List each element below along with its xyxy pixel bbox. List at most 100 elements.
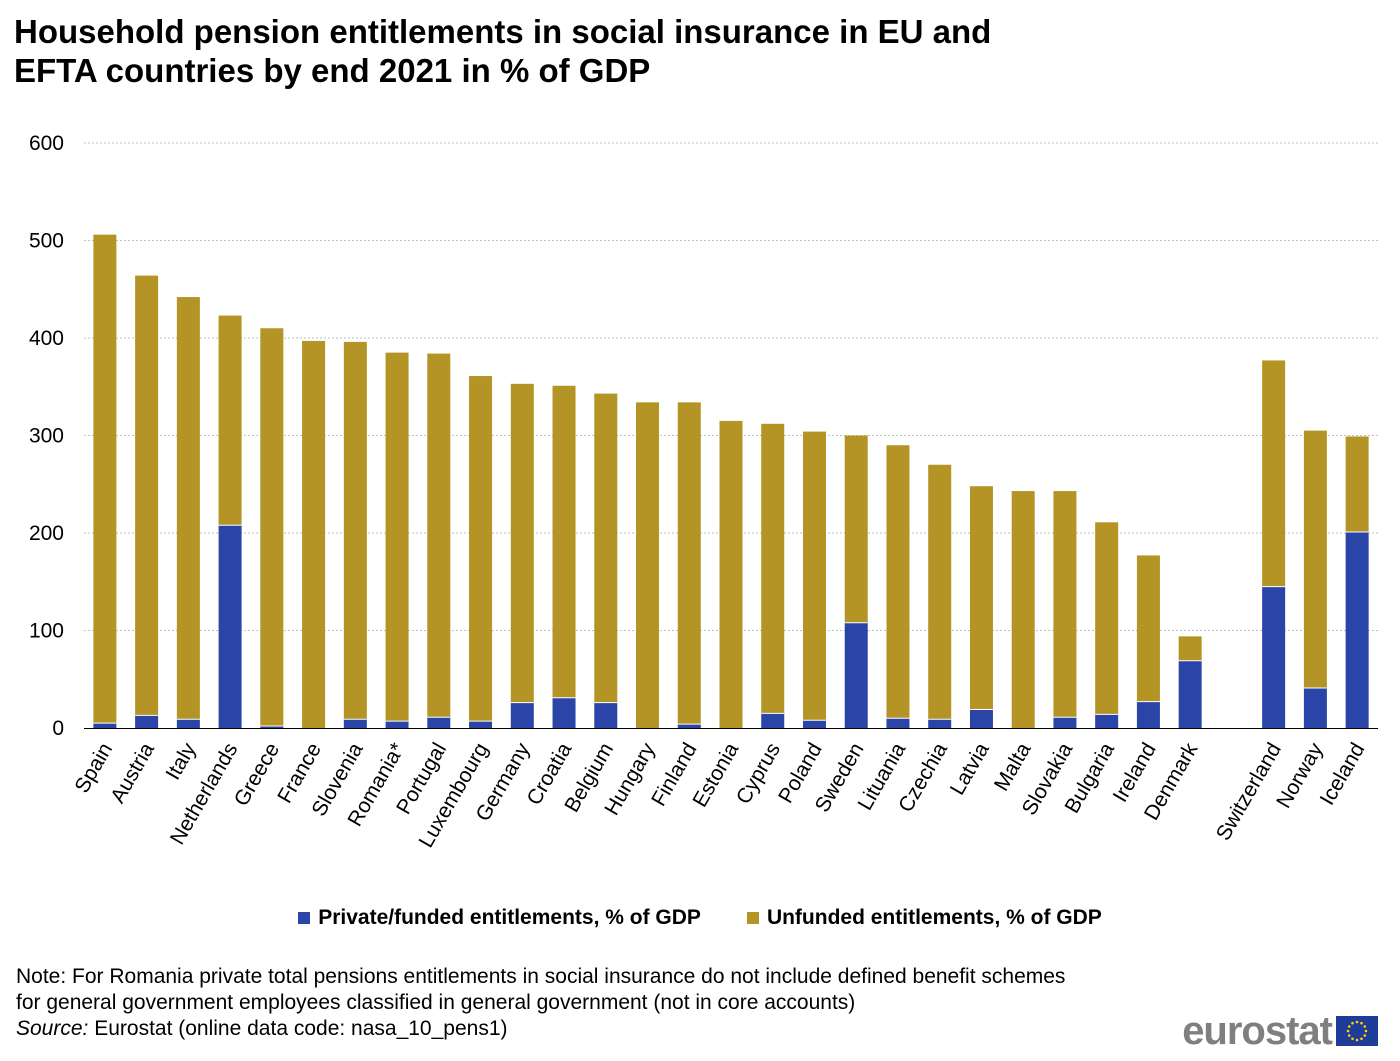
bar-private bbox=[928, 719, 952, 728]
bar-private bbox=[886, 718, 910, 728]
bar-private bbox=[176, 719, 200, 728]
bar-private bbox=[1178, 660, 1202, 728]
flag-star bbox=[1351, 1037, 1354, 1041]
bar-unfunded bbox=[135, 275, 159, 716]
bar-unfunded bbox=[469, 376, 493, 722]
flag-star bbox=[1347, 1025, 1351, 1028]
bar-private bbox=[594, 702, 618, 728]
flag-star bbox=[1360, 1021, 1363, 1025]
legend-label-private: Private/funded entitlements, % of GDP bbox=[318, 906, 701, 929]
chart-title-line-1: Household pension entitlements in social… bbox=[14, 13, 992, 50]
bar-unfunded bbox=[1011, 491, 1035, 728]
bar-unfunded bbox=[1053, 491, 1077, 718]
note-line-2: for general government employees classif… bbox=[16, 991, 856, 1014]
y-tick-label: 400 bbox=[29, 327, 64, 350]
flag-star bbox=[1360, 1037, 1363, 1041]
bar-private bbox=[343, 719, 367, 728]
bar-unfunded bbox=[677, 402, 701, 725]
legend-swatch-private bbox=[298, 912, 311, 924]
x-tick-label: Italy bbox=[162, 739, 201, 784]
source-line: Source: Eurostat (online data code: nasa… bbox=[16, 1016, 1065, 1042]
flag-star bbox=[1363, 1025, 1367, 1028]
bar-private bbox=[1345, 532, 1369, 728]
note-line-1: Note: For Romania private total pensions… bbox=[16, 965, 1066, 988]
bar-private bbox=[427, 717, 451, 728]
eu-flag-icon bbox=[1336, 1016, 1378, 1046]
eurostat-logo: eurostat bbox=[1182, 1011, 1378, 1051]
flag-star bbox=[1351, 1021, 1354, 1025]
bar-private bbox=[1303, 688, 1327, 728]
bar-private bbox=[260, 726, 284, 728]
bar-unfunded bbox=[510, 383, 534, 703]
legend-item-unfunded: Unfunded entitlements, % of GDP bbox=[746, 906, 1102, 930]
bar-private bbox=[802, 720, 826, 728]
bar-unfunded bbox=[844, 435, 868, 623]
flag-star bbox=[1364, 1029, 1368, 1033]
bar-unfunded bbox=[302, 340, 326, 728]
bar-private bbox=[385, 721, 409, 728]
bar-unfunded bbox=[218, 315, 242, 526]
bar-unfunded bbox=[886, 445, 910, 719]
bar-unfunded bbox=[343, 341, 367, 720]
bar-private bbox=[135, 715, 159, 728]
flag-star bbox=[1355, 1038, 1359, 1042]
y-tick-label: 600 bbox=[29, 132, 64, 155]
chart-title-line-2: EFTA countries by end 2021 in % of GDP bbox=[14, 52, 651, 89]
footnote: Note: For Romania private total pensions… bbox=[16, 964, 1065, 1042]
flag-star bbox=[1347, 1034, 1351, 1037]
legend-item-private: Private/funded entitlements, % of GDP bbox=[298, 906, 701, 930]
y-tick-label: 0 bbox=[52, 717, 64, 740]
bar-unfunded bbox=[719, 420, 743, 728]
bar-private bbox=[93, 723, 117, 728]
source-label: Source: bbox=[16, 1017, 89, 1040]
bar-unfunded bbox=[427, 353, 451, 718]
bar-private bbox=[1262, 586, 1286, 728]
bar-unfunded bbox=[594, 393, 618, 703]
bar-unfunded bbox=[1303, 430, 1327, 689]
bar-unfunded bbox=[928, 464, 952, 720]
chart-title: Household pension entitlements in social… bbox=[14, 12, 1214, 90]
bar-private bbox=[1053, 717, 1077, 728]
bar-private bbox=[761, 713, 785, 728]
bar-unfunded bbox=[385, 352, 409, 722]
x-tick-label: Switzerland bbox=[1212, 739, 1286, 845]
flag-star bbox=[1363, 1034, 1367, 1037]
bar-private bbox=[218, 525, 242, 728]
bar-private bbox=[510, 702, 534, 728]
bar-private bbox=[844, 622, 868, 728]
y-tick-label: 200 bbox=[29, 522, 64, 545]
legend-swatch-unfunded bbox=[746, 912, 759, 924]
bar-private bbox=[969, 709, 993, 728]
bar-unfunded bbox=[802, 431, 826, 721]
bar-private bbox=[469, 721, 493, 728]
bar-unfunded bbox=[636, 402, 660, 728]
bar-unfunded bbox=[761, 423, 785, 714]
bar-unfunded bbox=[1345, 436, 1369, 533]
bar-unfunded bbox=[1262, 360, 1286, 587]
bars bbox=[93, 234, 1369, 728]
legend-label-unfunded: Unfunded entitlements, % of GDP bbox=[766, 906, 1102, 929]
bar-unfunded bbox=[260, 328, 284, 727]
bar-private bbox=[677, 724, 701, 728]
eurostat-logo-text: eurostat bbox=[1182, 1009, 1333, 1053]
flag-star bbox=[1346, 1029, 1350, 1033]
bar-unfunded bbox=[176, 297, 200, 720]
bar-unfunded bbox=[969, 486, 993, 710]
x-tick-label: Latvia bbox=[946, 739, 994, 799]
bar-unfunded bbox=[1178, 636, 1202, 661]
bar-unfunded bbox=[552, 385, 576, 698]
bar-unfunded bbox=[93, 234, 117, 724]
bar-private bbox=[1136, 701, 1160, 728]
flag-star bbox=[1355, 1020, 1359, 1024]
y-tick-label: 300 bbox=[29, 425, 64, 448]
bar-unfunded bbox=[1095, 522, 1119, 715]
source-text: Eurostat (online data code: nasa_10_pens… bbox=[88, 1017, 508, 1040]
y-tick-label: 100 bbox=[29, 620, 64, 643]
bar-private bbox=[552, 697, 576, 728]
legend: Private/funded entitlements, % of GDP Un… bbox=[0, 906, 1400, 930]
y-axis-ticks: 0 100 200 300 400 500 600 bbox=[29, 132, 64, 740]
y-tick-label: 500 bbox=[29, 230, 64, 253]
bar-unfunded bbox=[1136, 555, 1160, 702]
